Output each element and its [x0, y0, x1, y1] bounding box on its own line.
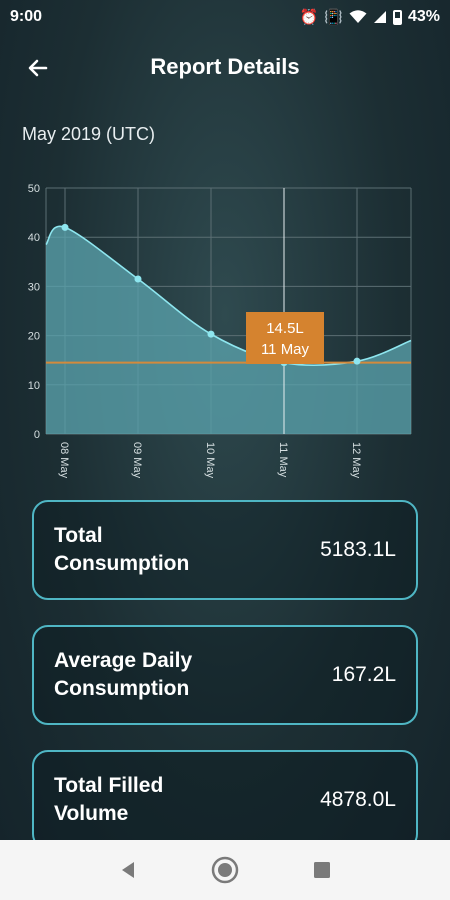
- back-triangle-icon: [122, 862, 135, 878]
- y-tick-label: 40: [28, 232, 40, 244]
- y-tick-label: 30: [28, 281, 40, 293]
- wifi-icon: [349, 10, 367, 23]
- recents-square-icon: [313, 862, 330, 878]
- x-tick-label: 09 May: [131, 442, 143, 479]
- page-title: Report Details: [150, 54, 300, 79]
- status-bar: 9:00 ⏰ 📳 43%: [0, 0, 450, 34]
- card-label: Total Filled Volume: [54, 774, 164, 825]
- signal-icon: [373, 11, 386, 23]
- y-tick-label: 20: [28, 331, 40, 343]
- system-nav-bar: [0, 840, 450, 900]
- x-tick-label: 08 May: [58, 442, 70, 479]
- card-value: 4878.0L: [320, 788, 396, 811]
- card-value: 5183.1L: [320, 538, 396, 561]
- y-tick-label: 10: [28, 380, 40, 392]
- tooltip-box: [246, 312, 324, 364]
- y-tick-label: 0: [34, 429, 40, 441]
- consumption-chart[interactable]: 0 10 20 30 40 50 08 May 09 May 10 May 11 May 12 Ma…: [0, 180, 450, 480]
- total-filled-volume-card: Total Filled Volume 4878.0L: [32, 750, 418, 850]
- status-time: 9:00: [10, 8, 43, 25]
- tooltip-date: 11 May: [261, 341, 310, 358]
- x-tick-label: 10 May: [204, 442, 216, 479]
- alarm-icon: ⏰: [299, 8, 319, 26]
- y-tick-label: 50: [28, 183, 40, 195]
- x-tick-label: 11 May: [277, 442, 289, 478]
- data-point: [353, 357, 361, 365]
- data-point: [207, 330, 215, 338]
- vibrate-icon: 📳: [324, 8, 343, 26]
- nav-back-button[interactable]: [108, 850, 148, 890]
- card-value: 167.2L: [331, 663, 396, 686]
- status-icons: ⏰ 📳 43%: [300, 8, 440, 26]
- arrow-left-icon: [28, 59, 48, 77]
- battery-percent: 43%: [407, 8, 440, 25]
- total-consumption-card: Total Consumption 5183.1L: [32, 500, 418, 600]
- battery-icon: [392, 9, 402, 25]
- data-point: [61, 223, 69, 231]
- back-button[interactable]: [20, 50, 56, 86]
- x-tick-label: 12 May: [350, 442, 362, 479]
- nav-home-button[interactable]: [205, 850, 245, 890]
- area-fill: [46, 226, 411, 434]
- card-label: Total Consumption: [54, 524, 190, 575]
- tooltip-value: 14.5L: [266, 320, 304, 337]
- nav-recents-button[interactable]: [302, 850, 342, 890]
- average-daily-consumption-card: Average Daily Consumption 167.2L: [32, 625, 418, 725]
- app-bar: Report Details: [0, 40, 450, 96]
- card-label: Average Daily Consumption: [54, 649, 193, 700]
- home-circle-icon: [211, 856, 239, 884]
- data-point: [134, 275, 142, 283]
- report-period: May 2019 (UTC): [22, 124, 156, 144]
